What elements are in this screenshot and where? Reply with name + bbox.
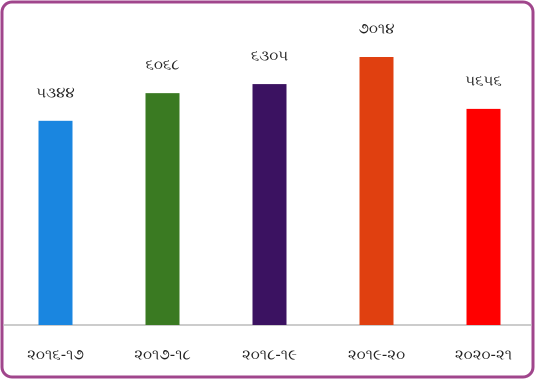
bar xyxy=(359,57,394,325)
bar xyxy=(466,108,501,326)
bar xyxy=(145,93,180,325)
data-label: ૫૬૫૬ xyxy=(465,71,502,89)
x-tick-label: ૨૦૨૦-૨૧ xyxy=(455,346,512,364)
data-label: ૫૩૪૪ xyxy=(36,83,74,101)
x-tick-label: ૨૦૧૬-૧૭ xyxy=(27,346,84,364)
bar xyxy=(38,120,73,325)
bar xyxy=(252,84,287,325)
data-label: ૬૩૦૫ xyxy=(251,47,288,65)
x-tick-label: ૨૦૧૭-૧૮ xyxy=(134,346,191,364)
x-tick-label: ૨૦૧૯-૨૦ xyxy=(348,346,405,364)
data-label: ૬૦૬૮ xyxy=(145,56,179,74)
data-label: ૭૦૧૪ xyxy=(358,20,394,38)
x-tick-label: ૨૦૧૮-૧૯ xyxy=(242,346,297,364)
